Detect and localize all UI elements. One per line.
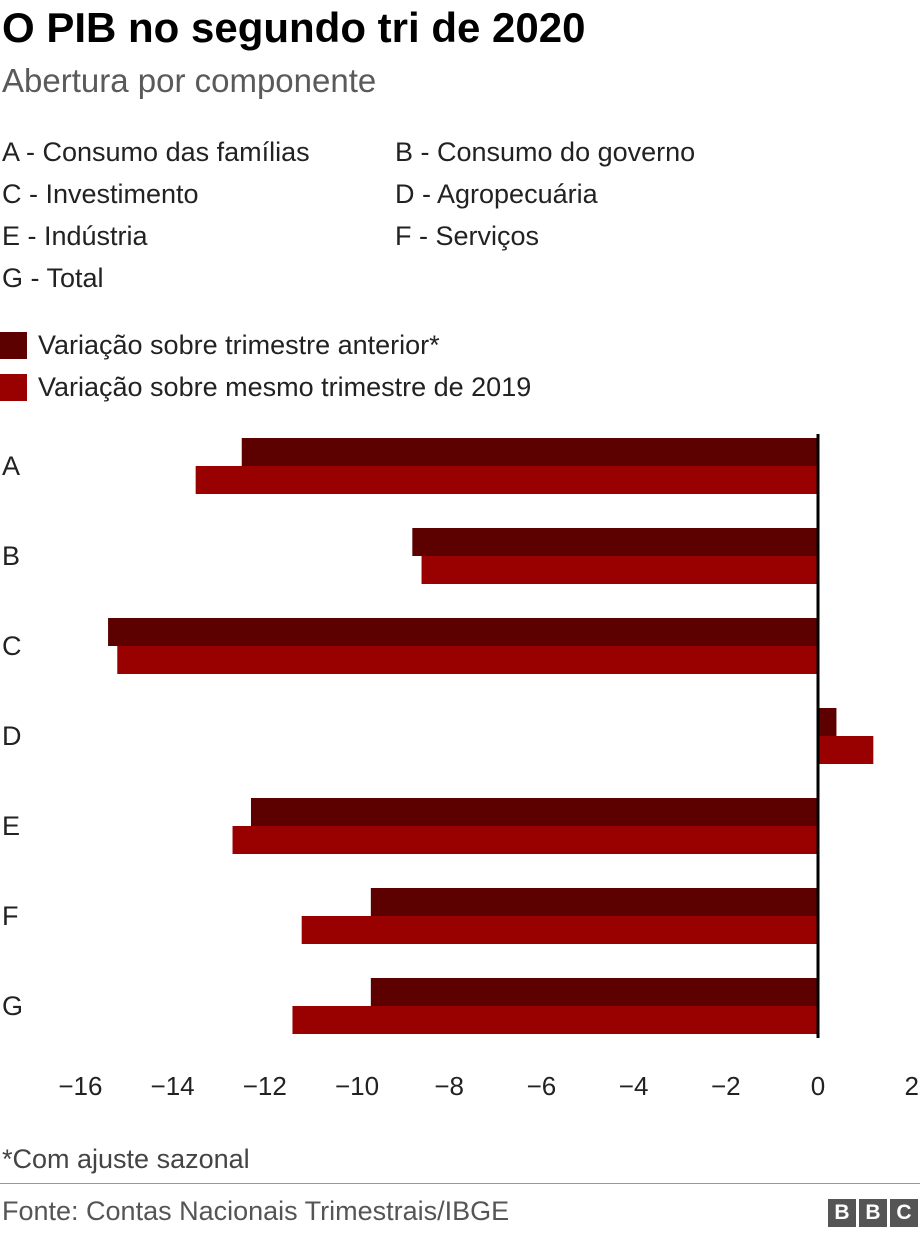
- bar-previous-quarter: [370, 888, 818, 916]
- bar-same-quarter-2019: [301, 916, 818, 944]
- footer-divider: [0, 1183, 920, 1184]
- legend-swatch-previous-quarter: [0, 332, 27, 359]
- x-tick-label: −10: [335, 1071, 379, 1101]
- chart-title: O PIB no segundo tri de 2020: [2, 4, 586, 51]
- key-item-d: D - Agropecuária: [395, 179, 598, 209]
- key-item-a: A - Consumo das famílias: [2, 137, 310, 167]
- legend-label-same-quarter-2019: Variação sobre mesmo trimestre de 2019: [38, 372, 532, 402]
- bar-previous-quarter: [412, 528, 818, 556]
- key-item-g: G - Total: [2, 263, 104, 293]
- category-label: G: [2, 991, 23, 1021]
- x-tick-label: −12: [243, 1071, 287, 1101]
- source-note: Fonte: Contas Nacionais Trimestrais/IBGE: [2, 1196, 510, 1226]
- bar-same-quarter-2019: [421, 556, 818, 584]
- bar-previous-quarter: [241, 438, 818, 466]
- bar-same-quarter-2019: [232, 826, 818, 854]
- bbc-logo-letter: C: [890, 1199, 918, 1227]
- x-tick-label: −2: [711, 1071, 741, 1101]
- category-label: F: [2, 901, 19, 931]
- key-item-f: F - Serviços: [395, 221, 540, 251]
- footnote: *Com ajuste sazonal: [2, 1144, 250, 1174]
- category-label: D: [2, 721, 22, 751]
- bbc-logo-letter: B: [859, 1199, 887, 1227]
- bar-previous-quarter: [370, 978, 818, 1006]
- x-tick-label: −4: [619, 1071, 649, 1101]
- bar-same-quarter-2019: [195, 466, 818, 494]
- x-tick-label: −16: [58, 1071, 102, 1101]
- bbc-logo-letter: B: [828, 1199, 856, 1227]
- category-label: B: [2, 541, 20, 571]
- bar-same-quarter-2019: [818, 736, 874, 764]
- category-label: A: [2, 451, 20, 481]
- bar-same-quarter-2019: [292, 1006, 819, 1034]
- bbc-logo: B B C: [828, 1199, 918, 1227]
- bar-previous-quarter: [818, 708, 837, 736]
- x-tick-label: 0: [811, 1071, 825, 1101]
- key-item-e: E - Indústria: [2, 221, 148, 251]
- bar-previous-quarter: [250, 798, 819, 826]
- chart-subtitle: Abertura por componente: [2, 62, 377, 99]
- bar-same-quarter-2019: [117, 646, 818, 674]
- x-tick-label: −8: [434, 1071, 464, 1101]
- bar-previous-quarter: [108, 618, 818, 646]
- legend-label-previous-quarter: Variação sobre trimestre anterior*: [38, 330, 440, 360]
- x-tick-label: −6: [527, 1071, 557, 1101]
- category-label: C: [2, 631, 22, 661]
- bar-chart: A B C D E F G −16 −14 −12 −10 −8 −6 −4 −2 0 2: [2, 434, 919, 1101]
- x-tick-label: 2: [905, 1071, 919, 1101]
- legend-item-previous-quarter: Variação sobre trimestre anterior*: [0, 330, 440, 361]
- category-label: E: [2, 811, 20, 841]
- key-item-b: B - Consumo do governo: [395, 137, 696, 167]
- legend-item-same-quarter-2019: Variação sobre mesmo trimestre de 2019: [0, 372, 531, 403]
- x-tick-label: −14: [151, 1071, 195, 1101]
- legend-swatch-same-quarter-2019: [0, 374, 27, 401]
- key-item-c: C - Investimento: [2, 179, 199, 209]
